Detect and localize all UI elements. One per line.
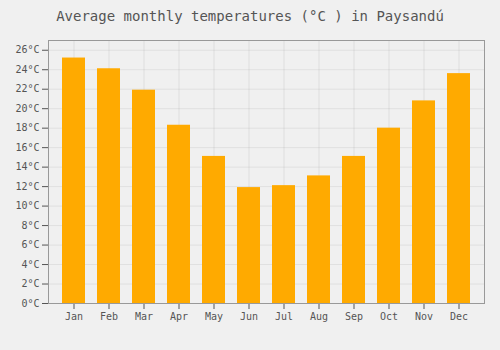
svg-text:May: May [205,311,223,322]
svg-text:10°C: 10°C [15,200,39,211]
svg-text:16°C: 16°C [15,142,39,153]
svg-text:Mar: Mar [135,311,153,322]
svg-text:18°C: 18°C [15,122,39,133]
svg-text:Jul: Jul [275,311,293,322]
svg-text:6°C: 6°C [21,239,39,250]
svg-text:20°C: 20°C [15,103,39,114]
svg-text:Feb: Feb [100,311,118,322]
svg-text:Aug: Aug [310,311,328,322]
svg-text:4°C: 4°C [21,259,39,270]
svg-text:Apr: Apr [170,311,188,322]
svg-text:14°C: 14°C [15,161,39,172]
svg-text:Dec: Dec [450,311,468,322]
svg-text:Jun: Jun [240,311,258,322]
svg-text:0°C: 0°C [21,298,39,309]
svg-text:26°C: 26°C [15,44,39,55]
html-text:Average monthly temperatures (: Average monthly temperatures (°C ) in Pa… [56,8,444,24]
svg-text:2°C: 2°C [21,278,39,289]
svg-text:Oct: Oct [380,311,398,322]
svg-text:Jan: Jan [65,311,83,322]
svg-text:22°C: 22°C [15,83,39,94]
svg-text:Sep: Sep [345,311,363,322]
svg-text:8°C: 8°C [21,220,39,231]
svg-text:24°C: 24°C [15,64,39,75]
svg-text:12°C: 12°C [15,181,39,192]
svg-text:Nov: Nov [415,311,433,322]
